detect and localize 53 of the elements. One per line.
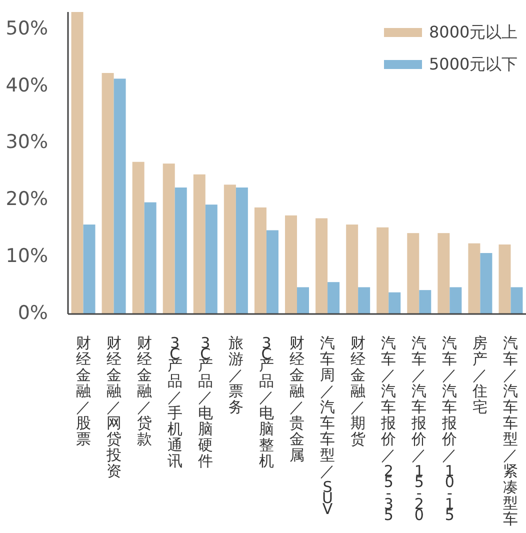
x-tick-label: 房产／住宅 bbox=[472, 334, 488, 416]
x-tick-label: 3C产品／手机通讯 bbox=[167, 334, 182, 470]
bar bbox=[205, 204, 218, 314]
bar bbox=[468, 243, 480, 314]
bar bbox=[236, 188, 248, 314]
y-tick-label: 10% bbox=[6, 245, 48, 268]
bar bbox=[71, 12, 84, 314]
x-tick-label: 汽车／汽车车型／紧凑型车 bbox=[503, 334, 518, 528]
bar bbox=[376, 227, 389, 314]
x-tick-label: 财经金融／网贷投资 bbox=[106, 334, 122, 480]
y-tick-label: 50% bbox=[6, 17, 48, 40]
legend-label: 5000元以下 bbox=[429, 54, 518, 74]
x-tick-label: 财经金融／期货 bbox=[350, 334, 366, 448]
bar bbox=[407, 233, 420, 314]
bar bbox=[144, 202, 156, 314]
y-tick-label: 0% bbox=[18, 302, 48, 324]
x-tick-label: 汽车／汽车报价／25-35 bbox=[381, 334, 396, 524]
bar bbox=[254, 207, 266, 314]
bar bbox=[388, 292, 401, 314]
bar bbox=[510, 287, 523, 314]
bar bbox=[358, 287, 370, 314]
bar bbox=[316, 218, 328, 314]
x-tick-label: 旅游／票务 bbox=[228, 334, 244, 416]
legend-label: 8000元以上 bbox=[429, 22, 518, 42]
bar bbox=[297, 287, 309, 314]
bar bbox=[224, 184, 236, 314]
bar bbox=[285, 215, 297, 314]
x-tick-label: 汽车／汽车报价／15-20 bbox=[412, 334, 427, 524]
x-tick-label: 财经金融／股票 bbox=[76, 334, 91, 448]
x-tick-label: 3C产品／电脑整机 bbox=[258, 334, 274, 470]
bar bbox=[132, 162, 144, 314]
bar bbox=[193, 174, 206, 314]
bar bbox=[83, 224, 96, 314]
bar bbox=[498, 244, 511, 314]
bar bbox=[102, 72, 114, 314]
bar bbox=[174, 188, 187, 314]
bar bbox=[346, 224, 358, 314]
bar bbox=[162, 164, 175, 314]
y-tick-label: 20% bbox=[6, 188, 48, 210]
x-tick-label: 财经金融／贷款 bbox=[136, 334, 152, 448]
bar bbox=[450, 287, 462, 314]
x-tick-label: 财经金融／贵金属 bbox=[290, 334, 304, 464]
bar bbox=[328, 282, 340, 314]
bar bbox=[266, 230, 278, 314]
y-tick-label: 40% bbox=[6, 74, 48, 96]
x-tick-label: 汽车／汽车报价／10-15 bbox=[442, 334, 458, 524]
bar bbox=[438, 233, 450, 314]
bar bbox=[480, 253, 492, 314]
x-tick-label: 3C产品／电脑硬件 bbox=[198, 334, 213, 470]
bar bbox=[114, 78, 126, 314]
y-tick-label: 30% bbox=[6, 131, 48, 154]
bar bbox=[419, 290, 432, 314]
x-tick-label: 汽车周／汽车车型／SUV bbox=[320, 334, 336, 518]
